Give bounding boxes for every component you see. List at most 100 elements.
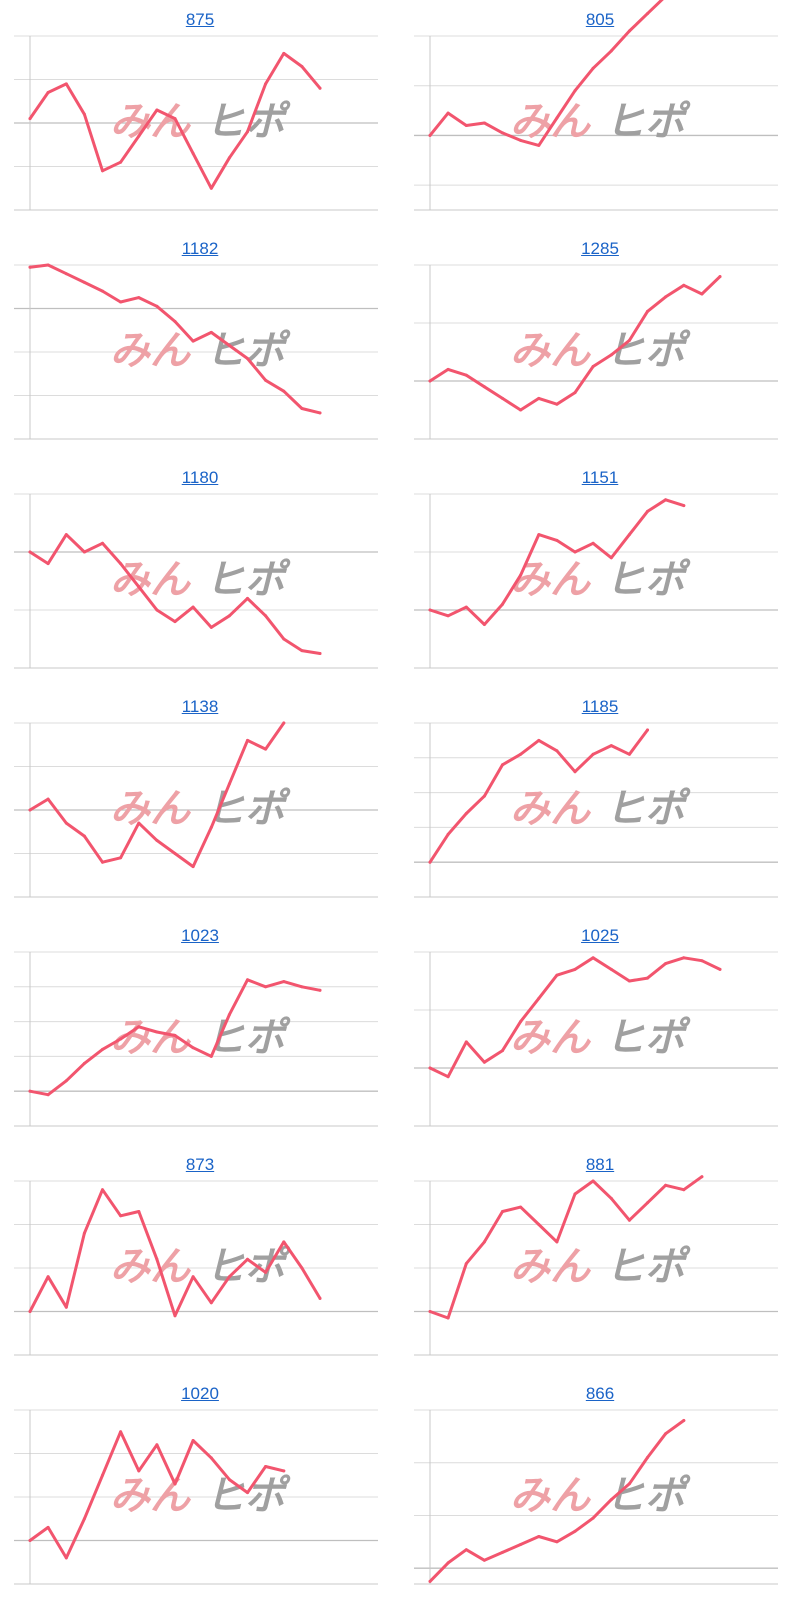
watermark-text-pink: みん [110, 786, 192, 832]
data-point [609, 1498, 613, 1502]
chart-title-link[interactable]: 1025 [581, 926, 619, 945]
data-point [519, 408, 523, 412]
watermark-text-gray: ヒポ [605, 1015, 691, 1061]
chart-title-link[interactable]: 1285 [581, 239, 619, 258]
data-point [464, 1262, 468, 1266]
data-points [428, 1175, 704, 1320]
gridlines [14, 493, 378, 669]
data-point [28, 265, 32, 269]
data-point [682, 504, 686, 508]
data-point [46, 1525, 50, 1529]
chart-title-link[interactable]: 1151 [581, 468, 619, 487]
data-point [428, 860, 432, 864]
data-point [264, 378, 268, 382]
data-point [627, 338, 631, 342]
data-points [28, 51, 322, 190]
data-point [64, 533, 68, 537]
data-point [682, 1419, 686, 1422]
data-point [137, 296, 141, 300]
chart-title-link[interactable]: 873 [185, 1155, 215, 1174]
data-point [173, 320, 177, 323]
chart-svg: みん ヒポ [14, 1409, 378, 1585]
data-point [46, 1093, 50, 1097]
watermark-text-gray: ヒポ [205, 557, 291, 603]
gridlines [14, 35, 378, 211]
data-points [428, 275, 722, 412]
data-point [264, 1465, 268, 1468]
chart-title-link[interactable]: 866 [585, 1384, 615, 1403]
data-point [137, 585, 141, 589]
watermark-text-pink: みん [510, 99, 592, 145]
data-point [501, 1550, 504, 1554]
watermark-text-gray: ヒポ [205, 328, 291, 374]
data-point [101, 1188, 104, 1192]
data-point [101, 1473, 104, 1477]
data-point [501, 131, 504, 135]
data-point [64, 1079, 68, 1083]
watermark-text-pink: みん [510, 328, 592, 374]
data-point [300, 65, 304, 68]
chart-svg: みん ヒポ [414, 1175, 778, 1356]
data-point [155, 1443, 159, 1447]
data-point [264, 82, 268, 86]
chart-title-link[interactable]: 1180 [181, 468, 219, 487]
watermark-logo: みん ヒポ [510, 1244, 691, 1290]
chart-title-link[interactable]: 1182 [181, 239, 219, 258]
series-line [428, 1175, 704, 1320]
chart-title-link[interactable]: 805 [585, 10, 615, 29]
data-point [519, 1020, 523, 1024]
chart-panel: 1020 みん ヒポ [0, 1374, 400, 1603]
chart-panel: 1023 みん ヒポ [0, 916, 400, 1145]
data-point [82, 1231, 86, 1235]
data-point [482, 1240, 486, 1244]
data-points [28, 721, 286, 869]
data-point [555, 973, 559, 977]
data-point [209, 186, 213, 190]
data-point [227, 344, 231, 347]
data-point [464, 605, 468, 609]
data-point [282, 1240, 286, 1244]
chart-title-link[interactable]: 1020 [181, 1384, 219, 1403]
data-point [627, 1482, 631, 1486]
gridlines [414, 493, 778, 669]
data-point [246, 357, 249, 360]
data-point [428, 1579, 432, 1583]
data-point [609, 744, 613, 748]
data-point [446, 367, 450, 371]
chart-svg: みん ヒポ [14, 263, 378, 440]
data-point [428, 1066, 432, 1070]
data-point [664, 295, 668, 299]
data-point [191, 605, 195, 609]
chart-svg: みん ヒポ [414, 264, 778, 440]
data-point [537, 396, 541, 400]
data-point [573, 1192, 577, 1196]
chart-title-link[interactable]: 1023 [181, 926, 219, 945]
data-point [718, 275, 722, 279]
watermark-text-pink: みん [510, 786, 592, 832]
watermark-text-pink: みん [510, 1244, 592, 1290]
data-point [627, 752, 631, 756]
data-point [101, 169, 104, 173]
data-point [609, 353, 613, 357]
data-point [209, 625, 213, 629]
data-point [428, 133, 432, 137]
data-point [573, 1529, 577, 1533]
chart-title-link[interactable]: 1185 [581, 697, 619, 716]
gridlines [414, 1180, 778, 1356]
chart-title-link[interactable]: 1138 [181, 697, 219, 716]
data-point [646, 976, 649, 980]
data-point [64, 272, 68, 276]
data-point [482, 794, 486, 798]
data-point [482, 623, 486, 626]
data-point [64, 821, 68, 825]
data-point [555, 1540, 559, 1544]
chart-title-link[interactable]: 875 [185, 10, 215, 29]
watermark-text-pink: みん [510, 1015, 592, 1061]
data-point [137, 134, 141, 138]
data-point [300, 649, 304, 653]
data-point [664, 498, 668, 502]
watermark-text-gray: ヒポ [205, 99, 291, 145]
data-point [664, 1183, 668, 1187]
data-point [573, 89, 577, 93]
chart-title-link[interactable]: 881 [585, 1155, 615, 1174]
